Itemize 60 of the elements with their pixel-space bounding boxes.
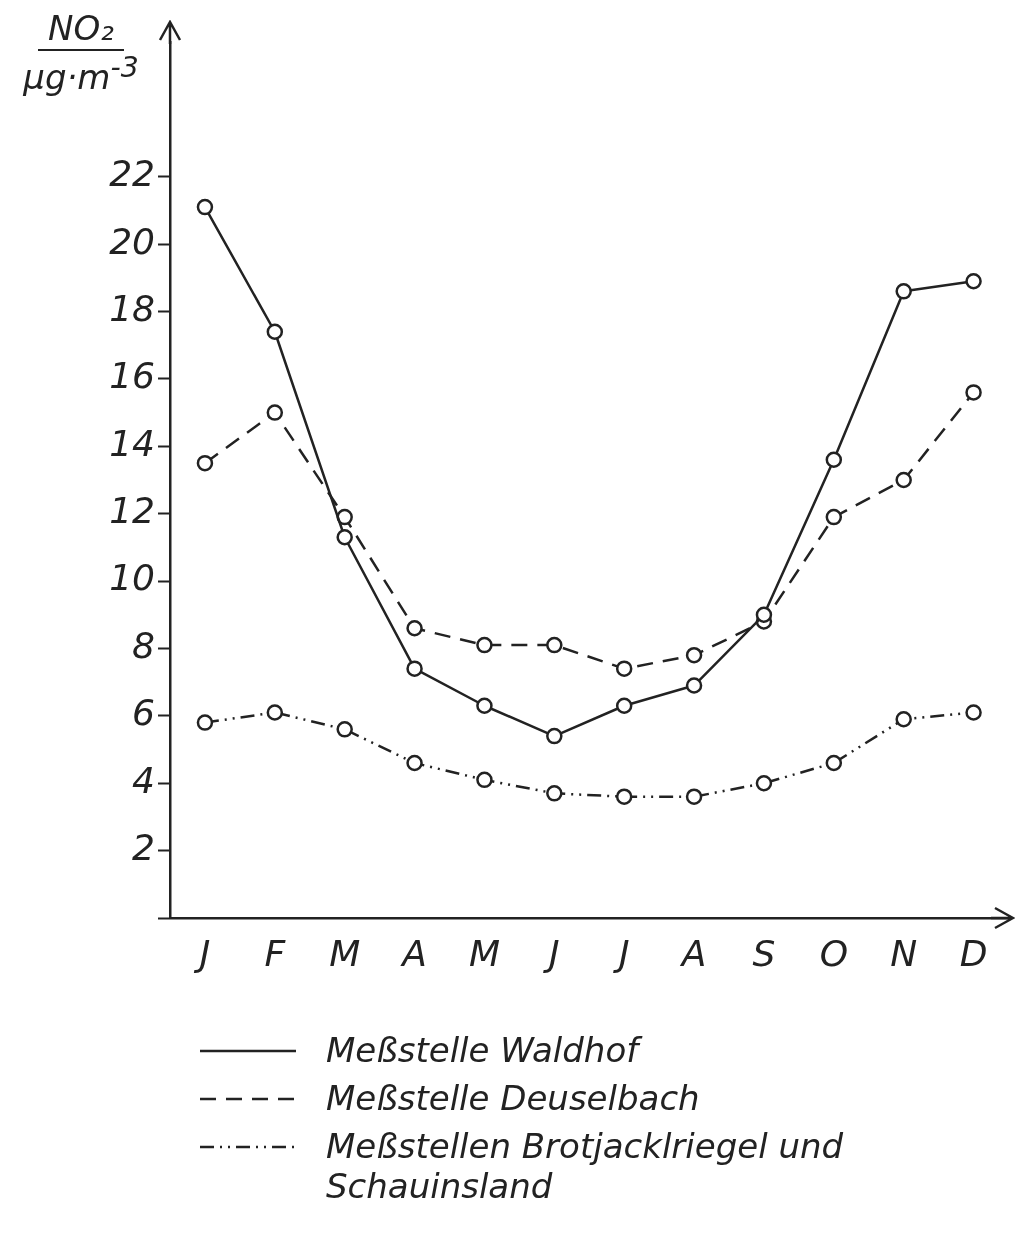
point: [965, 272, 982, 290]
x-tick-label: J: [543, 932, 560, 974]
point: [895, 283, 912, 300]
point: [825, 451, 843, 469]
y-tick-label: 10: [109, 557, 155, 599]
y-tick-label: 8: [132, 624, 155, 666]
point: [546, 785, 563, 802]
legend-label: Meßstellen Brotjacklriegel und Schauinsland: [326, 1126, 845, 1206]
point: [196, 454, 214, 472]
y-tick-label: 20: [109, 220, 155, 262]
point: [825, 754, 843, 772]
y-tick-label: 6: [132, 692, 155, 734]
point: [266, 704, 284, 721]
y-tick-label: 16: [109, 355, 155, 397]
y-tick-label: 2: [132, 826, 155, 868]
point: [196, 714, 214, 731]
x-tick-label: J: [612, 932, 630, 974]
point: [476, 771, 493, 789]
point: [336, 529, 353, 546]
point: [685, 677, 703, 694]
point: [755, 606, 773, 624]
x-tick-label: F: [264, 932, 287, 974]
point: [266, 404, 284, 421]
x-tick-label: M: [468, 932, 500, 974]
point: [685, 788, 703, 805]
y-tick-label: 4: [132, 759, 155, 801]
point: [615, 660, 633, 677]
y-tick-label: 22: [109, 153, 155, 195]
point: [546, 727, 563, 745]
point: [685, 646, 703, 664]
point: [615, 788, 633, 805]
point: [615, 697, 633, 714]
point: [266, 323, 284, 340]
point: [965, 384, 982, 401]
point: [406, 754, 423, 772]
x-tick-label: S: [752, 932, 776, 974]
y-tick-label: 18: [109, 287, 155, 329]
point: [895, 471, 912, 489]
point: [755, 774, 773, 792]
x-tick-label: O: [819, 932, 848, 974]
point: [336, 721, 353, 738]
point: [476, 636, 493, 654]
point: [406, 620, 423, 637]
legend-label: Meßstelle Deuselbach: [326, 1078, 700, 1118]
x-tick-label: A: [400, 932, 427, 974]
x-tick-label: D: [959, 932, 988, 974]
y-tick-label: 12: [109, 490, 155, 532]
x-tick-label: N: [890, 932, 918, 974]
point: [546, 636, 563, 654]
x-tick-label: J: [193, 932, 211, 974]
point: [825, 508, 843, 526]
point: [965, 704, 982, 721]
y-axis-title: NO₂ µg·m$^{-3}$: [22, 8, 140, 98]
point: [895, 710, 912, 728]
point: [476, 697, 493, 714]
x-tick-label: M: [329, 932, 361, 974]
x-tick-label: A: [679, 932, 707, 974]
y-tick-label: 14: [109, 422, 155, 464]
point: [196, 198, 214, 216]
point: [406, 660, 423, 677]
